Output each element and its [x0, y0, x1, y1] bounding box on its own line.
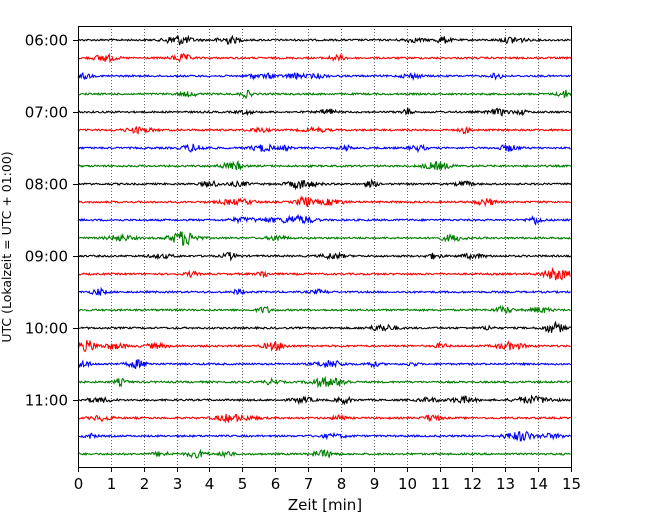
y-tick-label: 06:00: [25, 32, 68, 50]
y-axis: 06:00 07:00 08:00 09:00 10:00 11:00: [25, 32, 78, 410]
trace-line: [77, 359, 572, 370]
trace-line: [77, 305, 572, 314]
trace-line: [77, 159, 572, 171]
trace-line: [77, 231, 572, 246]
x-tick-label: 13: [496, 475, 515, 493]
trace-layer: [77, 34, 572, 459]
trace-line: [77, 52, 572, 64]
trace-line: [77, 195, 571, 208]
y-tick-label: 08:00: [25, 176, 68, 194]
y-tick-label: 07:00: [25, 104, 68, 122]
x-tick-label: 6: [271, 475, 281, 493]
x-tick-label: 0: [74, 475, 84, 493]
trace-line: [77, 286, 571, 296]
x-tick-label: 15: [562, 475, 581, 493]
trace-line: [77, 71, 572, 82]
x-tick-label: 1: [107, 475, 117, 493]
x-tick-label: 10: [398, 475, 417, 493]
trace-line: [77, 448, 571, 459]
trace-line: [77, 143, 571, 154]
x-tick-label: 12: [463, 475, 482, 493]
y-axis-label: UTC (Lokalzeit = UTC + 01:00): [0, 151, 14, 342]
x-tick-label: 2: [140, 475, 150, 493]
trace-line: [77, 125, 572, 135]
x-tick-label: 4: [205, 475, 215, 493]
x-tick-label: 11: [431, 475, 450, 493]
trace-line: [77, 375, 572, 389]
trace-line: [77, 320, 572, 334]
trace-line: [77, 394, 572, 406]
x-tick-label: 9: [370, 475, 380, 493]
trace-line: [77, 251, 572, 262]
trace-line: [77, 213, 572, 226]
x-axis-label: Zeit [min]: [288, 496, 362, 514]
trace-line: [77, 266, 572, 281]
x-tick-label: 14: [529, 475, 548, 493]
y-tick-label: 11:00: [25, 392, 68, 410]
x-tick-label: 3: [173, 475, 183, 493]
x-tick-label: 5: [238, 475, 248, 493]
trace-line: [77, 107, 572, 117]
y-tick-label: 10:00: [25, 320, 68, 338]
x-tick-label: 7: [304, 475, 314, 493]
trace-line: [77, 431, 572, 442]
trace-line: [77, 89, 572, 100]
trace-line: [77, 34, 572, 46]
y-tick-label: 09:00: [25, 248, 68, 266]
x-axis: 0 1 2 3 4 5 6 7 8 9 10 11 12 13 14 15: [74, 467, 581, 493]
trace-line: [77, 413, 572, 424]
trace-line: [77, 178, 572, 191]
trace-line: [77, 340, 571, 352]
x-tick-label: 8: [337, 475, 347, 493]
plot-frame: [78, 26, 572, 468]
